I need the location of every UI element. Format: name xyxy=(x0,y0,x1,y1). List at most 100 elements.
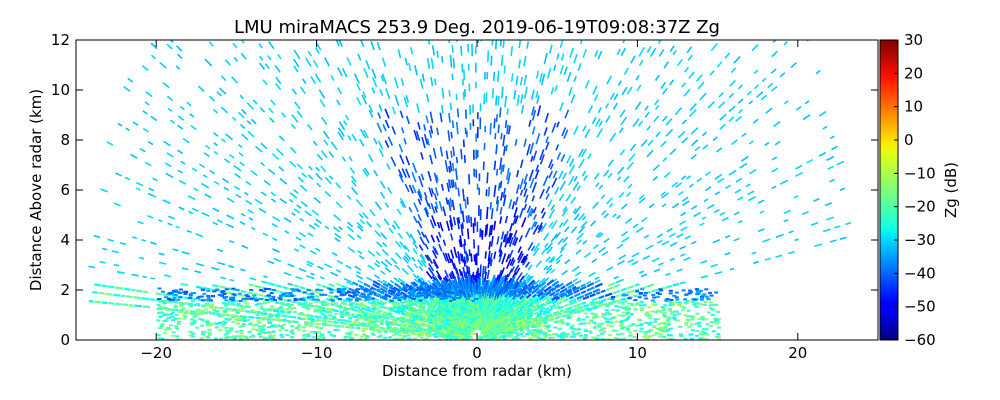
echo-gate xyxy=(385,88,391,100)
echo-gate xyxy=(521,335,526,338)
echo-gate xyxy=(357,314,362,316)
echo-gate xyxy=(566,332,571,335)
echo-gate xyxy=(522,326,527,329)
echo-gate xyxy=(123,287,131,291)
echo-gate xyxy=(371,313,376,316)
echo-gate xyxy=(177,149,184,155)
echo-gate xyxy=(418,265,424,272)
echo-gate xyxy=(598,329,603,332)
echo-gate xyxy=(531,293,537,299)
echo-gate xyxy=(247,209,254,214)
echo-gate xyxy=(258,43,264,49)
echo-gate xyxy=(355,300,360,303)
echo-gate xyxy=(444,276,449,283)
echo-gate xyxy=(113,202,121,207)
echo-gate xyxy=(370,332,375,335)
echo-gate xyxy=(402,256,409,264)
echo-gate xyxy=(700,337,705,340)
echo-gate xyxy=(728,116,735,122)
echo-gate xyxy=(481,230,484,240)
echo-gate xyxy=(635,324,639,327)
echo-gate xyxy=(448,90,451,97)
echo-gate xyxy=(295,275,303,280)
echo-gate xyxy=(311,298,316,301)
echo-gate xyxy=(236,322,241,325)
echo-gate xyxy=(526,307,533,313)
echo-gate xyxy=(218,315,222,318)
echo-gate xyxy=(363,296,367,299)
echo-gate xyxy=(358,254,365,260)
echo-gate xyxy=(495,196,499,205)
echo-gate xyxy=(560,320,565,323)
echo-gate xyxy=(449,160,453,172)
echo-gate xyxy=(652,296,657,299)
echo-gate xyxy=(468,300,472,303)
echo-gate xyxy=(714,191,721,196)
echo-gate xyxy=(541,291,549,298)
echo-gate xyxy=(381,57,387,67)
echo-gate xyxy=(547,329,552,332)
echo-gate xyxy=(588,271,596,277)
echo-gate xyxy=(627,284,635,290)
echo-gate xyxy=(657,323,662,326)
echo-gate xyxy=(490,208,494,220)
echo-gate xyxy=(660,306,665,309)
echo-gate xyxy=(205,298,210,301)
echo-gate xyxy=(223,321,228,324)
echo-gate xyxy=(583,334,588,337)
echo-gate xyxy=(400,78,405,86)
echo-gate xyxy=(572,278,578,283)
echo-gate xyxy=(239,309,245,313)
echo-gate xyxy=(771,50,778,58)
echo-gate xyxy=(230,309,235,312)
echo-gate xyxy=(709,324,714,327)
echo-gate xyxy=(513,207,518,218)
echo-gate xyxy=(216,248,224,253)
echo-gate xyxy=(272,237,278,242)
echo-gate xyxy=(284,295,289,297)
echo-gate xyxy=(668,310,673,313)
echo-gate xyxy=(241,325,245,328)
echo-gate xyxy=(248,217,254,221)
echo-gate xyxy=(252,298,257,301)
echo-gate xyxy=(464,330,468,333)
echo-gate xyxy=(377,112,382,119)
echo-gate xyxy=(444,252,450,264)
echo-gate xyxy=(258,312,263,314)
echo-gate xyxy=(397,232,404,240)
echo-gate xyxy=(580,283,586,288)
echo-gate xyxy=(497,276,504,287)
echo-gate xyxy=(630,304,635,307)
echo-gate xyxy=(251,324,256,327)
echo-gate xyxy=(296,328,301,331)
echo-gate xyxy=(767,82,774,89)
echo-gate xyxy=(508,295,514,301)
echo-gate xyxy=(462,266,467,279)
echo-gate xyxy=(308,324,313,327)
echo-gate xyxy=(240,289,247,294)
echo-gate xyxy=(396,297,401,300)
echo-gate xyxy=(392,309,401,315)
echo-gate xyxy=(219,314,224,317)
echo-gate xyxy=(507,125,511,135)
echo-gate xyxy=(273,299,277,301)
echo-gate xyxy=(538,309,544,314)
echo-gate xyxy=(426,58,431,69)
echo-gate xyxy=(450,233,454,241)
echo-gate xyxy=(522,327,527,330)
echo-gate xyxy=(576,185,581,191)
echo-gate xyxy=(532,206,537,214)
echo-gate xyxy=(688,289,692,292)
echo-gate xyxy=(500,301,506,308)
echo-gate xyxy=(532,329,537,332)
echo-gate xyxy=(565,322,570,325)
echo-gate xyxy=(266,301,270,304)
echo-gate xyxy=(604,309,609,312)
echo-gate xyxy=(436,221,441,229)
echo-gate xyxy=(604,292,613,297)
echo-gate xyxy=(435,174,439,182)
echo-gate xyxy=(472,318,477,321)
echo-gate xyxy=(582,295,590,301)
echo-gate xyxy=(425,271,433,280)
echo-gate xyxy=(499,335,504,338)
